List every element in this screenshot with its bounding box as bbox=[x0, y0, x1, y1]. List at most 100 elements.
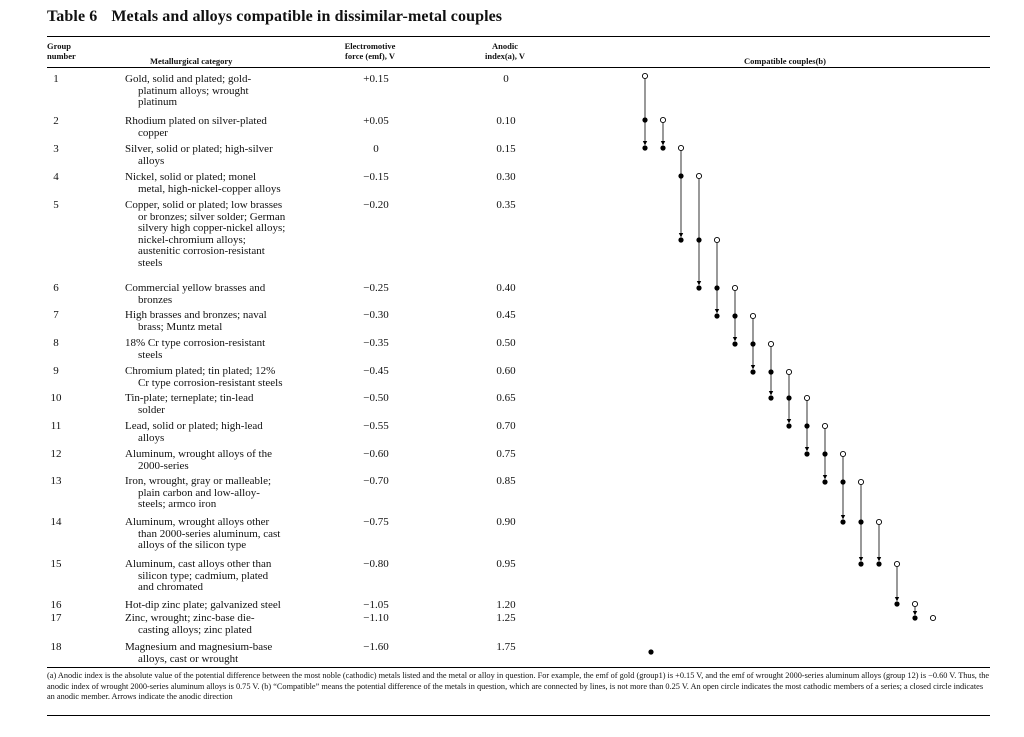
header-rule bbox=[47, 67, 990, 68]
anodic-member-dot bbox=[648, 649, 654, 655]
cathodic-member-circle bbox=[749, 312, 757, 320]
anodic-arrow bbox=[858, 557, 864, 562]
emf-value: −0.45 bbox=[363, 365, 389, 377]
anodic-member-dot bbox=[786, 395, 792, 401]
footnote-rule bbox=[47, 715, 990, 716]
category-line: silicon type; cadmium, plated bbox=[138, 569, 269, 582]
emf-value: −1.10 bbox=[363, 612, 389, 624]
emf-value: −0.20 bbox=[363, 199, 389, 211]
group-number: 5 bbox=[53, 199, 59, 211]
anodic-index-value: 0.90 bbox=[496, 516, 516, 528]
anodic-index-value: 1.20 bbox=[496, 599, 516, 611]
anodic-arrow bbox=[768, 391, 774, 396]
cathodic-member-circle bbox=[875, 518, 883, 526]
anodic-arrow bbox=[876, 557, 882, 562]
anodic-member-dot bbox=[876, 561, 882, 567]
emf-value: −0.50 bbox=[363, 392, 389, 404]
emf-value: −0.70 bbox=[363, 475, 389, 487]
anodic-member-dot bbox=[858, 519, 864, 525]
anodic-member-dot bbox=[894, 601, 900, 607]
category-line: steels; armco iron bbox=[138, 498, 217, 510]
anodic-arrow bbox=[840, 515, 846, 520]
top-rule bbox=[47, 36, 990, 37]
anodic-arrow bbox=[912, 611, 918, 616]
emf-value: −0.75 bbox=[363, 516, 389, 528]
category-line: Chromium plated; tin plated; 12% bbox=[125, 365, 276, 377]
anodic-index-value: 0.30 bbox=[496, 171, 516, 183]
table-number: Table 6 bbox=[47, 8, 98, 25]
category-line: Cr type corrosion-resistant steels bbox=[138, 376, 283, 389]
group-number: 1 bbox=[53, 73, 59, 85]
group-number: 16 bbox=[50, 599, 62, 611]
emf-value: 0 bbox=[373, 143, 379, 155]
category-line: alloys bbox=[138, 431, 165, 444]
category-line: Aluminum, wrought alloys other bbox=[125, 516, 270, 528]
anodic-index-value: 1.75 bbox=[496, 641, 516, 653]
category-line: bronzes bbox=[138, 293, 173, 306]
metallurgical-category: Aluminum, wrought alloys of the 2000-seri… bbox=[125, 448, 315, 472]
anodic-index-value: 0.40 bbox=[496, 282, 516, 294]
category-line: and chromated bbox=[138, 581, 204, 593]
category-line: platinum bbox=[138, 96, 178, 108]
anodic-member-dot bbox=[642, 117, 648, 123]
metallurgical-category: Zinc, wrought; zinc-base die-casting all… bbox=[125, 612, 315, 636]
group-number: 8 bbox=[53, 337, 59, 349]
category-line: or bronzes; silver solder; German bbox=[138, 210, 286, 223]
anodic-member-dot bbox=[912, 615, 918, 621]
category-line: platinum alloys; wrought bbox=[138, 84, 249, 97]
metallurgical-category: Magnesium and magnesium-base alloys, cast… bbox=[125, 641, 315, 665]
anodic-member-dot bbox=[678, 173, 684, 179]
metallurgical-category: Aluminum, cast alloys other than silicon … bbox=[125, 558, 315, 594]
category-line: Magnesium and magnesium-base bbox=[125, 641, 273, 653]
category-line: nickel-chromium alloys; bbox=[138, 233, 246, 246]
anodic-arrow bbox=[822, 475, 828, 480]
metallurgical-category: Copper, solid or plated; low brasses or b… bbox=[125, 199, 315, 269]
category-line: austenitic corrosion-resistant bbox=[138, 245, 265, 257]
cathodic-member-circle bbox=[857, 478, 865, 486]
header-emf: Electromotive force (emf), V bbox=[344, 41, 396, 61]
emf-value: +0.15 bbox=[363, 73, 389, 85]
anodic-index-value: 0.60 bbox=[496, 365, 516, 377]
anodic-member-dot bbox=[696, 237, 702, 243]
metallurgical-category: Tin-plate; terneplate; tin-lead solder bbox=[125, 392, 315, 416]
emf-value: −0.35 bbox=[363, 337, 389, 349]
category-line: High brasses and bronzes; naval bbox=[125, 309, 267, 321]
bottom-rule bbox=[47, 667, 990, 668]
anodic-member-dot bbox=[732, 341, 738, 347]
category-line: 2000-series bbox=[138, 459, 189, 472]
emf-value: −0.55 bbox=[363, 420, 389, 432]
category-line: alloys of the silicon type bbox=[138, 539, 247, 551]
category-line: 18% Cr type corrosion-resistant bbox=[125, 337, 266, 349]
category-line: Zinc, wrought; zinc-base die- bbox=[125, 612, 255, 624]
anodic-index-value: 1.25 bbox=[496, 612, 516, 624]
category-line: Commercial yellow brasses and bbox=[125, 282, 266, 294]
category-line: Silver, solid or plated; high-silver bbox=[125, 143, 273, 155]
cathodic-member-circle bbox=[677, 144, 685, 152]
category-line: plain carbon and low-alloy- bbox=[138, 486, 260, 499]
category-line: Iron, wrought, gray or malleable; bbox=[125, 475, 272, 487]
anodic-index-value: 0.15 bbox=[496, 143, 516, 155]
anodic-index-value: 0 bbox=[503, 73, 509, 85]
anodic-index-value: 0.95 bbox=[496, 558, 516, 570]
anodic-arrow bbox=[894, 597, 900, 602]
footnote: (a) Anodic index is the absolute value o… bbox=[47, 671, 990, 701]
anodic-member-dot bbox=[750, 369, 756, 375]
cathodic-member-circle bbox=[641, 72, 649, 80]
group-number: 3 bbox=[53, 143, 59, 155]
category-line: solder bbox=[138, 403, 165, 416]
header-category: Metallurgical category bbox=[150, 56, 233, 66]
cathodic-member-circle bbox=[659, 116, 667, 124]
anodic-member-dot bbox=[804, 451, 810, 457]
group-number: 15 bbox=[50, 558, 62, 570]
anodic-member-dot bbox=[768, 395, 774, 401]
group-number: 12 bbox=[50, 448, 62, 460]
cathodic-member-circle bbox=[767, 340, 775, 348]
cathodic-member-circle bbox=[695, 172, 703, 180]
group-number: 10 bbox=[50, 392, 62, 404]
anodic-index-value: 0.70 bbox=[496, 420, 516, 432]
anodic-index-value: 0.65 bbox=[496, 392, 516, 404]
metallurgical-category: Lead, solid or plated; high-lead alloys bbox=[125, 420, 315, 444]
category-line: Gold, solid and plated; gold- bbox=[125, 73, 252, 85]
category-line: Aluminum, cast alloys other than bbox=[125, 558, 272, 570]
